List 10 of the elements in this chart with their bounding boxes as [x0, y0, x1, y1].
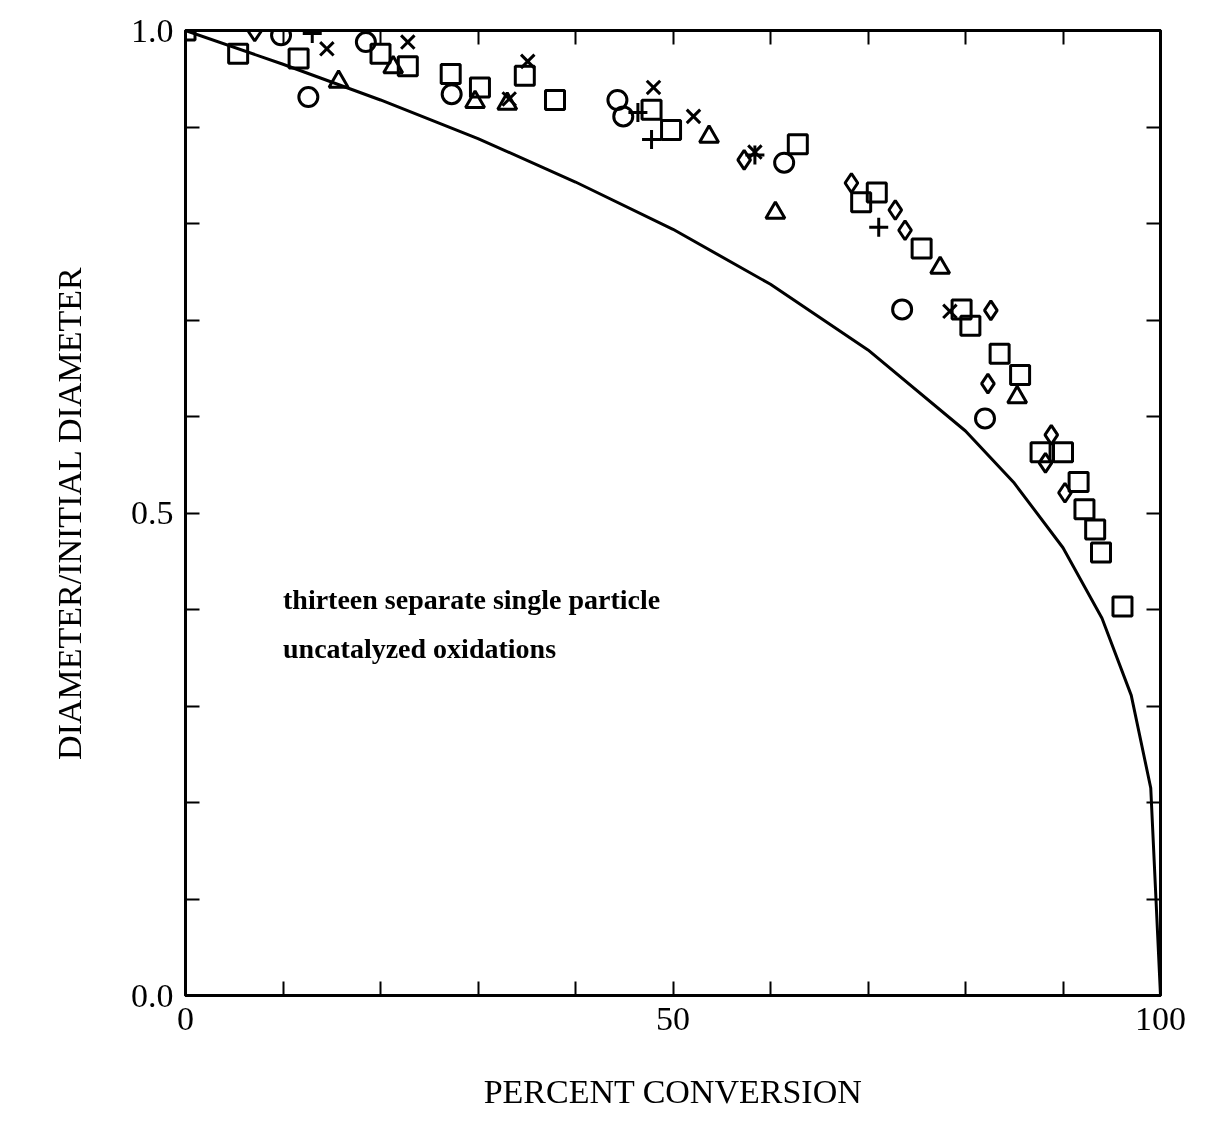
x-axis-title: PERCENT CONVERSION [483, 1072, 862, 1110]
y-tick-label: 1.0 [131, 11, 174, 49]
x-tick-label: 100 [1135, 999, 1186, 1037]
y-axis-title: DIAMETER/INITIAL DIAMETER [51, 267, 88, 760]
annotation: uncatalyzed oxidations [283, 632, 557, 664]
y-tick-label: 0.5 [131, 494, 174, 531]
annotation: thirteen separate single particle [283, 584, 661, 616]
x-tick-label: 50 [656, 999, 690, 1037]
y-tick-label: 0.0 [131, 976, 174, 1014]
x-tick-label: 0 [177, 999, 194, 1037]
